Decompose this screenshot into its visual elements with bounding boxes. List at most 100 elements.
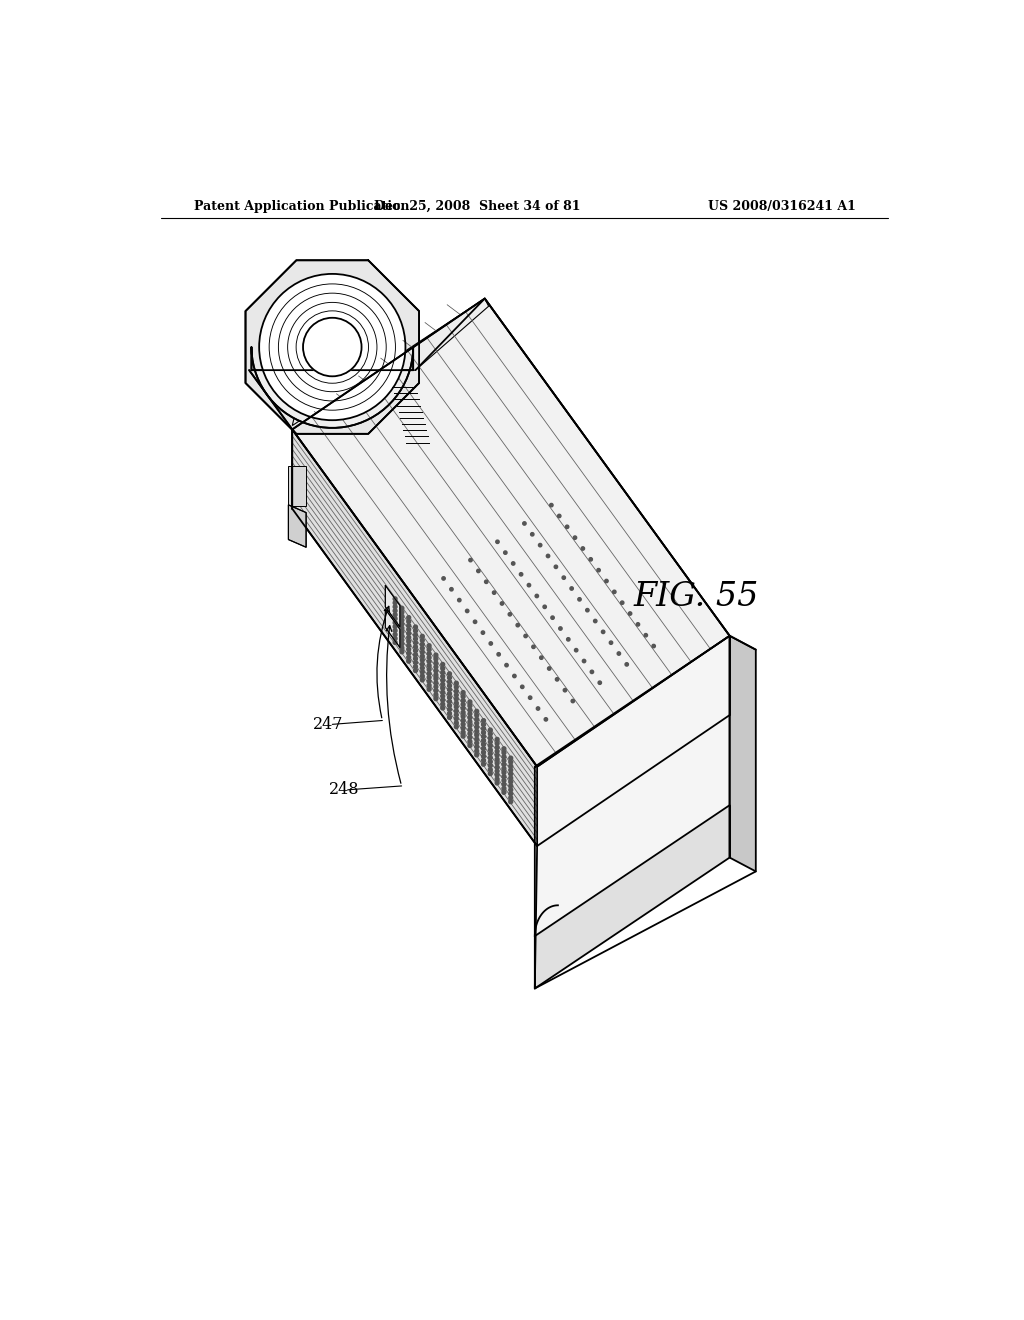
Circle shape — [414, 642, 418, 644]
Circle shape — [509, 756, 513, 760]
Circle shape — [447, 708, 452, 711]
Circle shape — [481, 718, 485, 722]
Circle shape — [393, 620, 397, 624]
Circle shape — [516, 623, 519, 627]
Circle shape — [393, 601, 397, 605]
Circle shape — [496, 738, 499, 742]
Circle shape — [582, 546, 585, 550]
Circle shape — [427, 660, 431, 664]
Circle shape — [434, 653, 438, 657]
Circle shape — [447, 680, 452, 684]
Circle shape — [434, 657, 438, 661]
Circle shape — [555, 677, 559, 681]
Circle shape — [481, 755, 485, 758]
Circle shape — [400, 618, 403, 622]
Circle shape — [455, 709, 459, 713]
Circle shape — [484, 579, 488, 583]
Circle shape — [414, 634, 418, 636]
Circle shape — [440, 667, 444, 671]
Circle shape — [481, 631, 484, 635]
Circle shape — [488, 756, 493, 760]
Circle shape — [625, 663, 629, 667]
Circle shape — [473, 620, 477, 623]
Circle shape — [488, 768, 493, 772]
Circle shape — [440, 663, 444, 667]
Circle shape — [440, 698, 444, 702]
Circle shape — [509, 788, 513, 792]
Circle shape — [400, 645, 403, 649]
Circle shape — [434, 693, 438, 697]
Circle shape — [421, 659, 424, 663]
Circle shape — [563, 689, 566, 692]
Circle shape — [496, 766, 499, 770]
Circle shape — [502, 747, 506, 751]
Circle shape — [590, 671, 594, 673]
Circle shape — [414, 669, 418, 672]
Circle shape — [440, 694, 444, 698]
Polygon shape — [385, 585, 400, 627]
Circle shape — [393, 636, 397, 640]
Circle shape — [544, 718, 548, 721]
Circle shape — [427, 676, 431, 680]
Text: FIG. 55: FIG. 55 — [634, 581, 759, 614]
Circle shape — [509, 760, 513, 764]
Circle shape — [434, 697, 438, 701]
Polygon shape — [292, 275, 488, 425]
Circle shape — [461, 718, 465, 722]
Circle shape — [414, 638, 418, 640]
Circle shape — [609, 642, 612, 644]
Circle shape — [488, 760, 493, 764]
Circle shape — [427, 664, 431, 668]
Circle shape — [468, 727, 472, 731]
Circle shape — [414, 657, 418, 660]
Circle shape — [468, 735, 472, 739]
Circle shape — [427, 644, 431, 648]
Text: 248: 248 — [329, 781, 359, 799]
Circle shape — [488, 772, 493, 776]
Polygon shape — [535, 636, 730, 989]
Circle shape — [414, 665, 418, 668]
Circle shape — [509, 780, 513, 784]
Circle shape — [468, 715, 472, 719]
Circle shape — [393, 624, 397, 628]
Circle shape — [407, 651, 411, 655]
Circle shape — [502, 771, 506, 775]
Circle shape — [468, 723, 472, 727]
Circle shape — [571, 700, 574, 702]
Circle shape — [440, 702, 444, 706]
Circle shape — [475, 717, 478, 721]
Circle shape — [427, 680, 431, 684]
Circle shape — [393, 640, 397, 644]
Circle shape — [468, 708, 472, 711]
Circle shape — [442, 577, 445, 579]
Circle shape — [461, 702, 465, 706]
Circle shape — [455, 701, 459, 705]
Circle shape — [475, 744, 478, 748]
Circle shape — [468, 743, 472, 747]
Circle shape — [502, 751, 506, 755]
Circle shape — [488, 764, 493, 768]
Circle shape — [421, 678, 424, 682]
Circle shape — [434, 685, 438, 689]
Circle shape — [393, 616, 397, 620]
Circle shape — [488, 733, 493, 735]
Circle shape — [468, 719, 472, 723]
Circle shape — [509, 800, 513, 804]
Circle shape — [531, 645, 536, 648]
Circle shape — [421, 639, 424, 643]
Circle shape — [488, 729, 493, 731]
Circle shape — [427, 652, 431, 656]
Circle shape — [450, 587, 454, 591]
Circle shape — [629, 612, 632, 615]
Circle shape — [547, 554, 550, 557]
Circle shape — [543, 605, 547, 609]
Circle shape — [554, 565, 558, 569]
Circle shape — [461, 730, 465, 734]
Circle shape — [414, 653, 418, 656]
Circle shape — [550, 503, 553, 507]
Circle shape — [407, 647, 411, 651]
Circle shape — [481, 730, 485, 734]
Circle shape — [496, 770, 499, 774]
Circle shape — [447, 715, 452, 719]
Circle shape — [434, 673, 438, 677]
